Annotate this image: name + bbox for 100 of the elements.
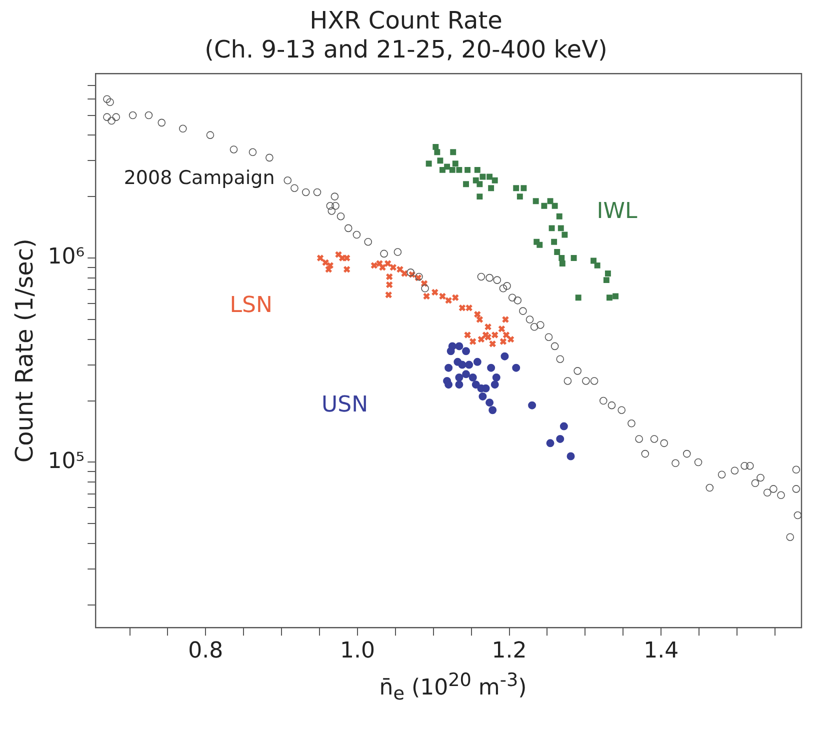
x-tick-label: 1.0 — [340, 638, 375, 664]
point — [462, 347, 470, 356]
point — [559, 260, 566, 266]
point — [452, 294, 460, 302]
point — [450, 149, 456, 156]
point — [446, 347, 455, 356]
point — [465, 304, 473, 312]
point — [492, 177, 498, 184]
point — [458, 304, 466, 312]
point — [486, 398, 494, 407]
point — [590, 258, 597, 264]
point — [612, 293, 619, 300]
point — [468, 374, 477, 382]
point — [502, 316, 510, 324]
point — [541, 202, 548, 209]
y-tick-label: 10⁶ — [48, 244, 85, 270]
series-label: 2008 Campaign — [124, 166, 275, 189]
point — [463, 181, 469, 188]
point — [558, 255, 565, 262]
point — [469, 338, 477, 346]
y-tick-label: 10⁵ — [48, 448, 85, 474]
point — [520, 185, 527, 192]
point — [473, 358, 482, 366]
point — [498, 325, 506, 333]
point — [492, 374, 500, 382]
point — [488, 185, 494, 192]
point — [552, 202, 558, 209]
point — [556, 434, 564, 443]
point — [558, 225, 564, 232]
point — [480, 174, 486, 180]
point — [548, 225, 555, 232]
point — [437, 158, 444, 164]
point — [546, 439, 554, 448]
point — [554, 249, 560, 256]
point — [426, 160, 432, 167]
point — [384, 260, 392, 268]
point — [455, 342, 464, 350]
point — [486, 174, 493, 180]
x-tick-label: 1.4 — [644, 638, 679, 664]
point — [376, 260, 384, 268]
point — [490, 380, 499, 389]
point — [370, 262, 378, 270]
point — [455, 380, 464, 389]
point — [478, 392, 487, 400]
point — [604, 270, 611, 276]
point — [513, 185, 520, 192]
point — [603, 277, 610, 284]
point — [444, 164, 450, 170]
x-tick-label: 1.2 — [492, 638, 527, 664]
point — [422, 292, 430, 300]
point — [536, 242, 543, 248]
point — [449, 166, 456, 173]
point — [566, 452, 575, 460]
point — [488, 406, 497, 414]
point — [456, 166, 462, 173]
point — [474, 166, 480, 173]
point — [512, 364, 520, 372]
chart-title: HXR Count Rate — [310, 6, 502, 35]
point — [440, 166, 446, 173]
point — [396, 266, 404, 274]
point — [516, 194, 523, 200]
y-axis-title: Count Rate (1/sec) — [10, 238, 39, 463]
point — [458, 360, 466, 369]
point — [316, 254, 324, 262]
point — [464, 331, 472, 339]
point — [444, 364, 453, 372]
point — [326, 262, 334, 270]
point — [606, 294, 612, 301]
text: LSN — [230, 293, 272, 318]
point — [472, 380, 480, 389]
point — [444, 296, 452, 304]
point — [500, 352, 509, 360]
point — [507, 336, 515, 344]
point — [432, 144, 439, 150]
point — [560, 422, 568, 430]
x-axis-title: n̄$_{e}$ (10$^{20}$ m$^{-3}$) — [378, 670, 528, 705]
series-label: IWL — [596, 198, 638, 224]
x-tick-label: 0.8 — [188, 638, 224, 664]
point — [334, 250, 342, 258]
point — [488, 340, 496, 348]
point — [528, 401, 536, 410]
chart-subtitle: (Ch. 9-13 and 21-25, 20-400 keV) — [204, 35, 608, 64]
point — [438, 292, 446, 300]
point — [562, 232, 568, 238]
point — [477, 336, 485, 344]
point — [476, 181, 483, 188]
point — [452, 160, 458, 167]
point — [476, 194, 483, 200]
point — [465, 360, 474, 369]
point — [547, 198, 554, 204]
point — [532, 198, 539, 204]
point — [575, 294, 582, 301]
point — [594, 262, 600, 268]
point — [570, 255, 577, 262]
point — [434, 149, 440, 156]
point — [384, 291, 392, 299]
point — [444, 380, 453, 389]
point — [389, 264, 397, 272]
point — [464, 166, 471, 173]
point — [378, 264, 386, 272]
